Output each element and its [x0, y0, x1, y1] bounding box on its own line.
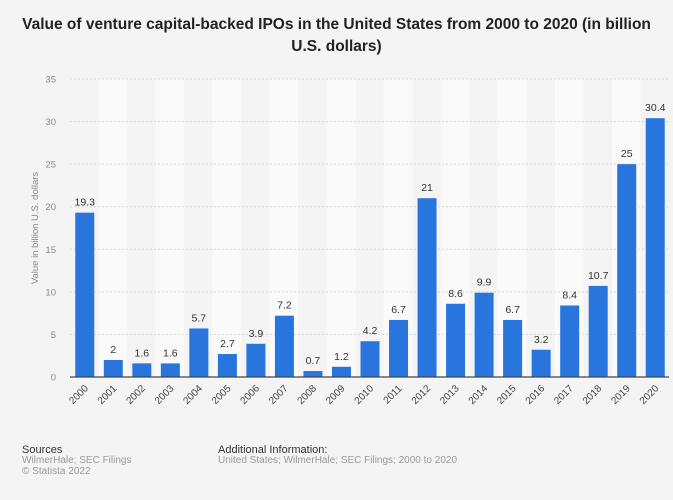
x-tick-label: 2007 — [267, 383, 291, 407]
chart-title: Value of venture capital-backed IPOs in … — [22, 16, 651, 55]
bar — [560, 305, 580, 377]
column-band — [326, 79, 356, 377]
x-tick-label: 2011 — [382, 383, 405, 406]
bar — [189, 328, 209, 377]
y-tick-label: 15 — [45, 245, 56, 256]
copyright: © Statista 2022 — [22, 466, 91, 477]
x-tick-label: 2005 — [210, 383, 234, 407]
bar — [274, 315, 294, 377]
data-label: 25 — [621, 148, 633, 160]
bar — [331, 366, 351, 377]
data-label: 4.2 — [363, 325, 378, 337]
sources-heading: Sources — [22, 444, 63, 456]
x-tick-label: 2012 — [410, 383, 434, 407]
x-tick-label: 2006 — [239, 383, 263, 407]
data-label: 1.6 — [163, 347, 178, 359]
bar — [645, 118, 665, 377]
data-label: 9.9 — [477, 277, 492, 289]
x-tick-label: 2001 — [96, 383, 120, 407]
data-label: 2.7 — [220, 338, 235, 350]
data-label: 10.7 — [588, 270, 609, 282]
x-tick-label: 2013 — [438, 383, 462, 407]
data-label: 30.4 — [645, 102, 666, 114]
y-tick-label: 30 — [45, 117, 56, 128]
data-label: 19.3 — [75, 197, 96, 209]
column-band — [155, 79, 185, 377]
bar — [417, 198, 437, 377]
column-band — [212, 79, 242, 377]
y-tick-label: 10 — [45, 287, 56, 298]
data-label: 7.2 — [277, 300, 292, 312]
y-tick-label: 5 — [51, 330, 56, 341]
bar — [75, 212, 95, 377]
data-label: 3.2 — [534, 334, 549, 346]
bar — [531, 349, 551, 377]
x-tick-label: 2014 — [467, 383, 491, 407]
bar — [160, 363, 180, 377]
additional-info-heading: Additional Information: — [218, 444, 328, 456]
bar — [132, 363, 152, 377]
y-tick-label: 35 — [45, 75, 56, 86]
sources-text: WilmerHale; SEC Filings — [22, 455, 132, 466]
data-label: 8.4 — [562, 289, 577, 301]
x-tick-label: 2003 — [153, 383, 177, 407]
additional-info-text: United States; WilmerHale; SEC Filings; … — [218, 455, 457, 466]
x-tick-label: 2004 — [181, 383, 205, 407]
data-label: 5.7 — [192, 312, 207, 324]
data-label: 6.7 — [391, 304, 406, 316]
bar — [474, 292, 494, 377]
x-tick-label: 2015 — [495, 383, 519, 407]
bar — [303, 371, 323, 377]
bar — [389, 319, 409, 377]
bar — [246, 343, 266, 377]
bar — [446, 303, 466, 377]
x-tick-label: 2016 — [524, 383, 548, 407]
bar — [617, 164, 637, 377]
bar — [217, 354, 237, 377]
x-tick-label: 2002 — [124, 383, 148, 407]
data-label: 1.2 — [334, 351, 349, 363]
y-tick-label: 25 — [45, 160, 56, 171]
x-tick-label: 2019 — [609, 383, 633, 407]
x-tick-label: 2017 — [552, 383, 576, 407]
data-label: 8.6 — [448, 288, 463, 300]
y-tick-label: 20 — [45, 202, 56, 213]
bar — [503, 319, 523, 377]
data-label: 6.7 — [505, 304, 520, 316]
bar-chart: 0 5 10 15 20 25 30 35 Value in billion U.S. doll… — [30, 75, 669, 407]
bar — [588, 285, 608, 377]
x-tick-label: 2000 — [67, 383, 91, 407]
x-tick-label: 2020 — [638, 383, 662, 407]
x-tick-label: 2018 — [581, 383, 605, 407]
x-tick-label: 2009 — [324, 383, 348, 407]
column-band — [98, 79, 128, 377]
y-axis-label: Value in billion U.S. dollars — [30, 172, 41, 285]
data-label: 2 — [110, 344, 116, 356]
y-tick-label: 0 — [51, 373, 56, 384]
x-tick-label: 2010 — [353, 383, 377, 407]
data-label: 21 — [421, 182, 433, 194]
bar — [103, 359, 123, 377]
data-label: 3.9 — [249, 328, 264, 340]
bar — [360, 341, 380, 377]
data-label: 0.7 — [306, 355, 321, 367]
data-label: 1.6 — [135, 347, 150, 359]
x-tick-label: 2008 — [296, 383, 320, 407]
